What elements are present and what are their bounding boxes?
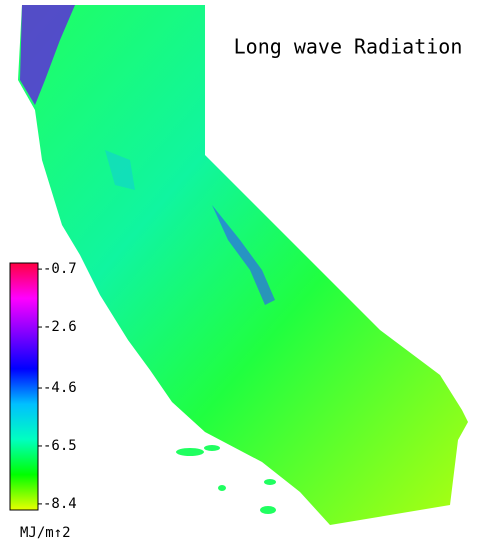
tick-label: -0.7 <box>43 261 77 277</box>
high-region <box>20 5 75 105</box>
island <box>204 445 220 451</box>
tick-label: -2.6 <box>43 319 77 335</box>
island <box>260 506 276 514</box>
tick-label: -4.6 <box>43 380 77 396</box>
valley <box>105 150 135 190</box>
colorbar <box>9 262 39 511</box>
state-map <box>18 5 468 525</box>
tick-label: -6.5 <box>43 438 77 454</box>
map-title: Long wave Radiation <box>234 35 463 59</box>
mountain-band <box>212 205 275 305</box>
land <box>18 5 468 525</box>
island <box>264 479 276 485</box>
island <box>218 485 226 491</box>
island <box>176 448 204 456</box>
tick-label: -8.4 <box>43 496 77 512</box>
colorbar-unit: MJ/m↑2 <box>20 525 71 541</box>
